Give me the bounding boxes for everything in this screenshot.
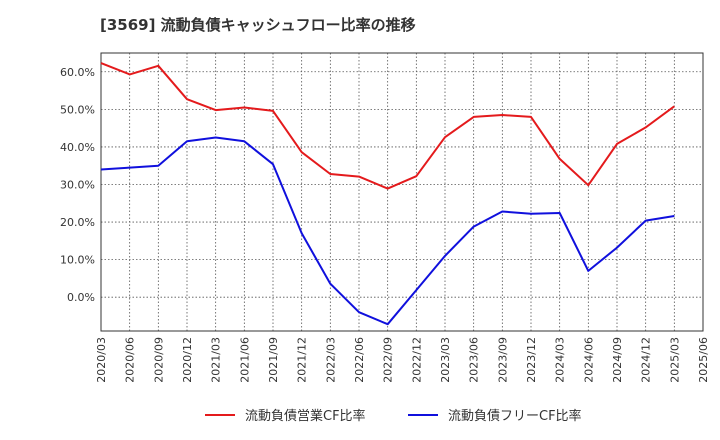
y-tick-label: 0.0% — [67, 291, 95, 304]
x-tick-label: 2020/09 — [152, 337, 165, 383]
y-tick-label: 30.0% — [60, 178, 95, 191]
x-tick-label: 2023/12 — [525, 337, 538, 383]
x-tick-label: 2024/09 — [611, 337, 624, 383]
x-tick-label: 2023/09 — [496, 337, 509, 383]
x-tick-label: 2024/12 — [640, 337, 653, 383]
plot-frame — [100, 52, 704, 332]
x-tick-label: 2024/06 — [582, 337, 595, 383]
x-tick-label: 2023/06 — [468, 337, 481, 383]
y-tick-label: 60.0% — [60, 66, 95, 79]
x-tick-label: 2020/06 — [124, 337, 137, 383]
x-tick-label: 2024/03 — [554, 337, 567, 383]
x-tick-label: 2023/03 — [439, 337, 452, 383]
legend-label-2: 流動負債フリーCF比率 — [448, 408, 582, 424]
x-tick-label: 2025/03 — [668, 337, 681, 383]
x-tick-label: 2021/06 — [238, 337, 251, 383]
x-tick-label: 2021/03 — [210, 337, 223, 383]
y-tick-label: 20.0% — [60, 216, 95, 229]
x-tick-label: 2022/12 — [410, 337, 423, 383]
x-tick-label: 2021/09 — [267, 337, 280, 383]
x-tick-label: 2025/06 — [697, 337, 710, 383]
y-tick-label: 50.0% — [60, 103, 95, 116]
x-tick-label: 2021/12 — [296, 337, 309, 383]
x-tick-label: 2022/06 — [353, 337, 366, 383]
x-tick-label: 2022/09 — [382, 337, 395, 383]
series-line-1 — [100, 62, 675, 190]
x-tick-label: 2020/03 — [95, 337, 108, 383]
x-tick-label: 2020/12 — [181, 337, 194, 383]
y-tick-label: 40.0% — [60, 141, 95, 154]
y-tick-label: 10.0% — [60, 254, 95, 267]
chart-title: [3569] 流動負債キャッシュフロー比率の推移 — [100, 16, 416, 34]
x-tick-label: 2022/03 — [324, 337, 337, 383]
legend-label-1: 流動負債営業CF比率 — [245, 408, 366, 424]
series-line-2 — [100, 136, 675, 326]
